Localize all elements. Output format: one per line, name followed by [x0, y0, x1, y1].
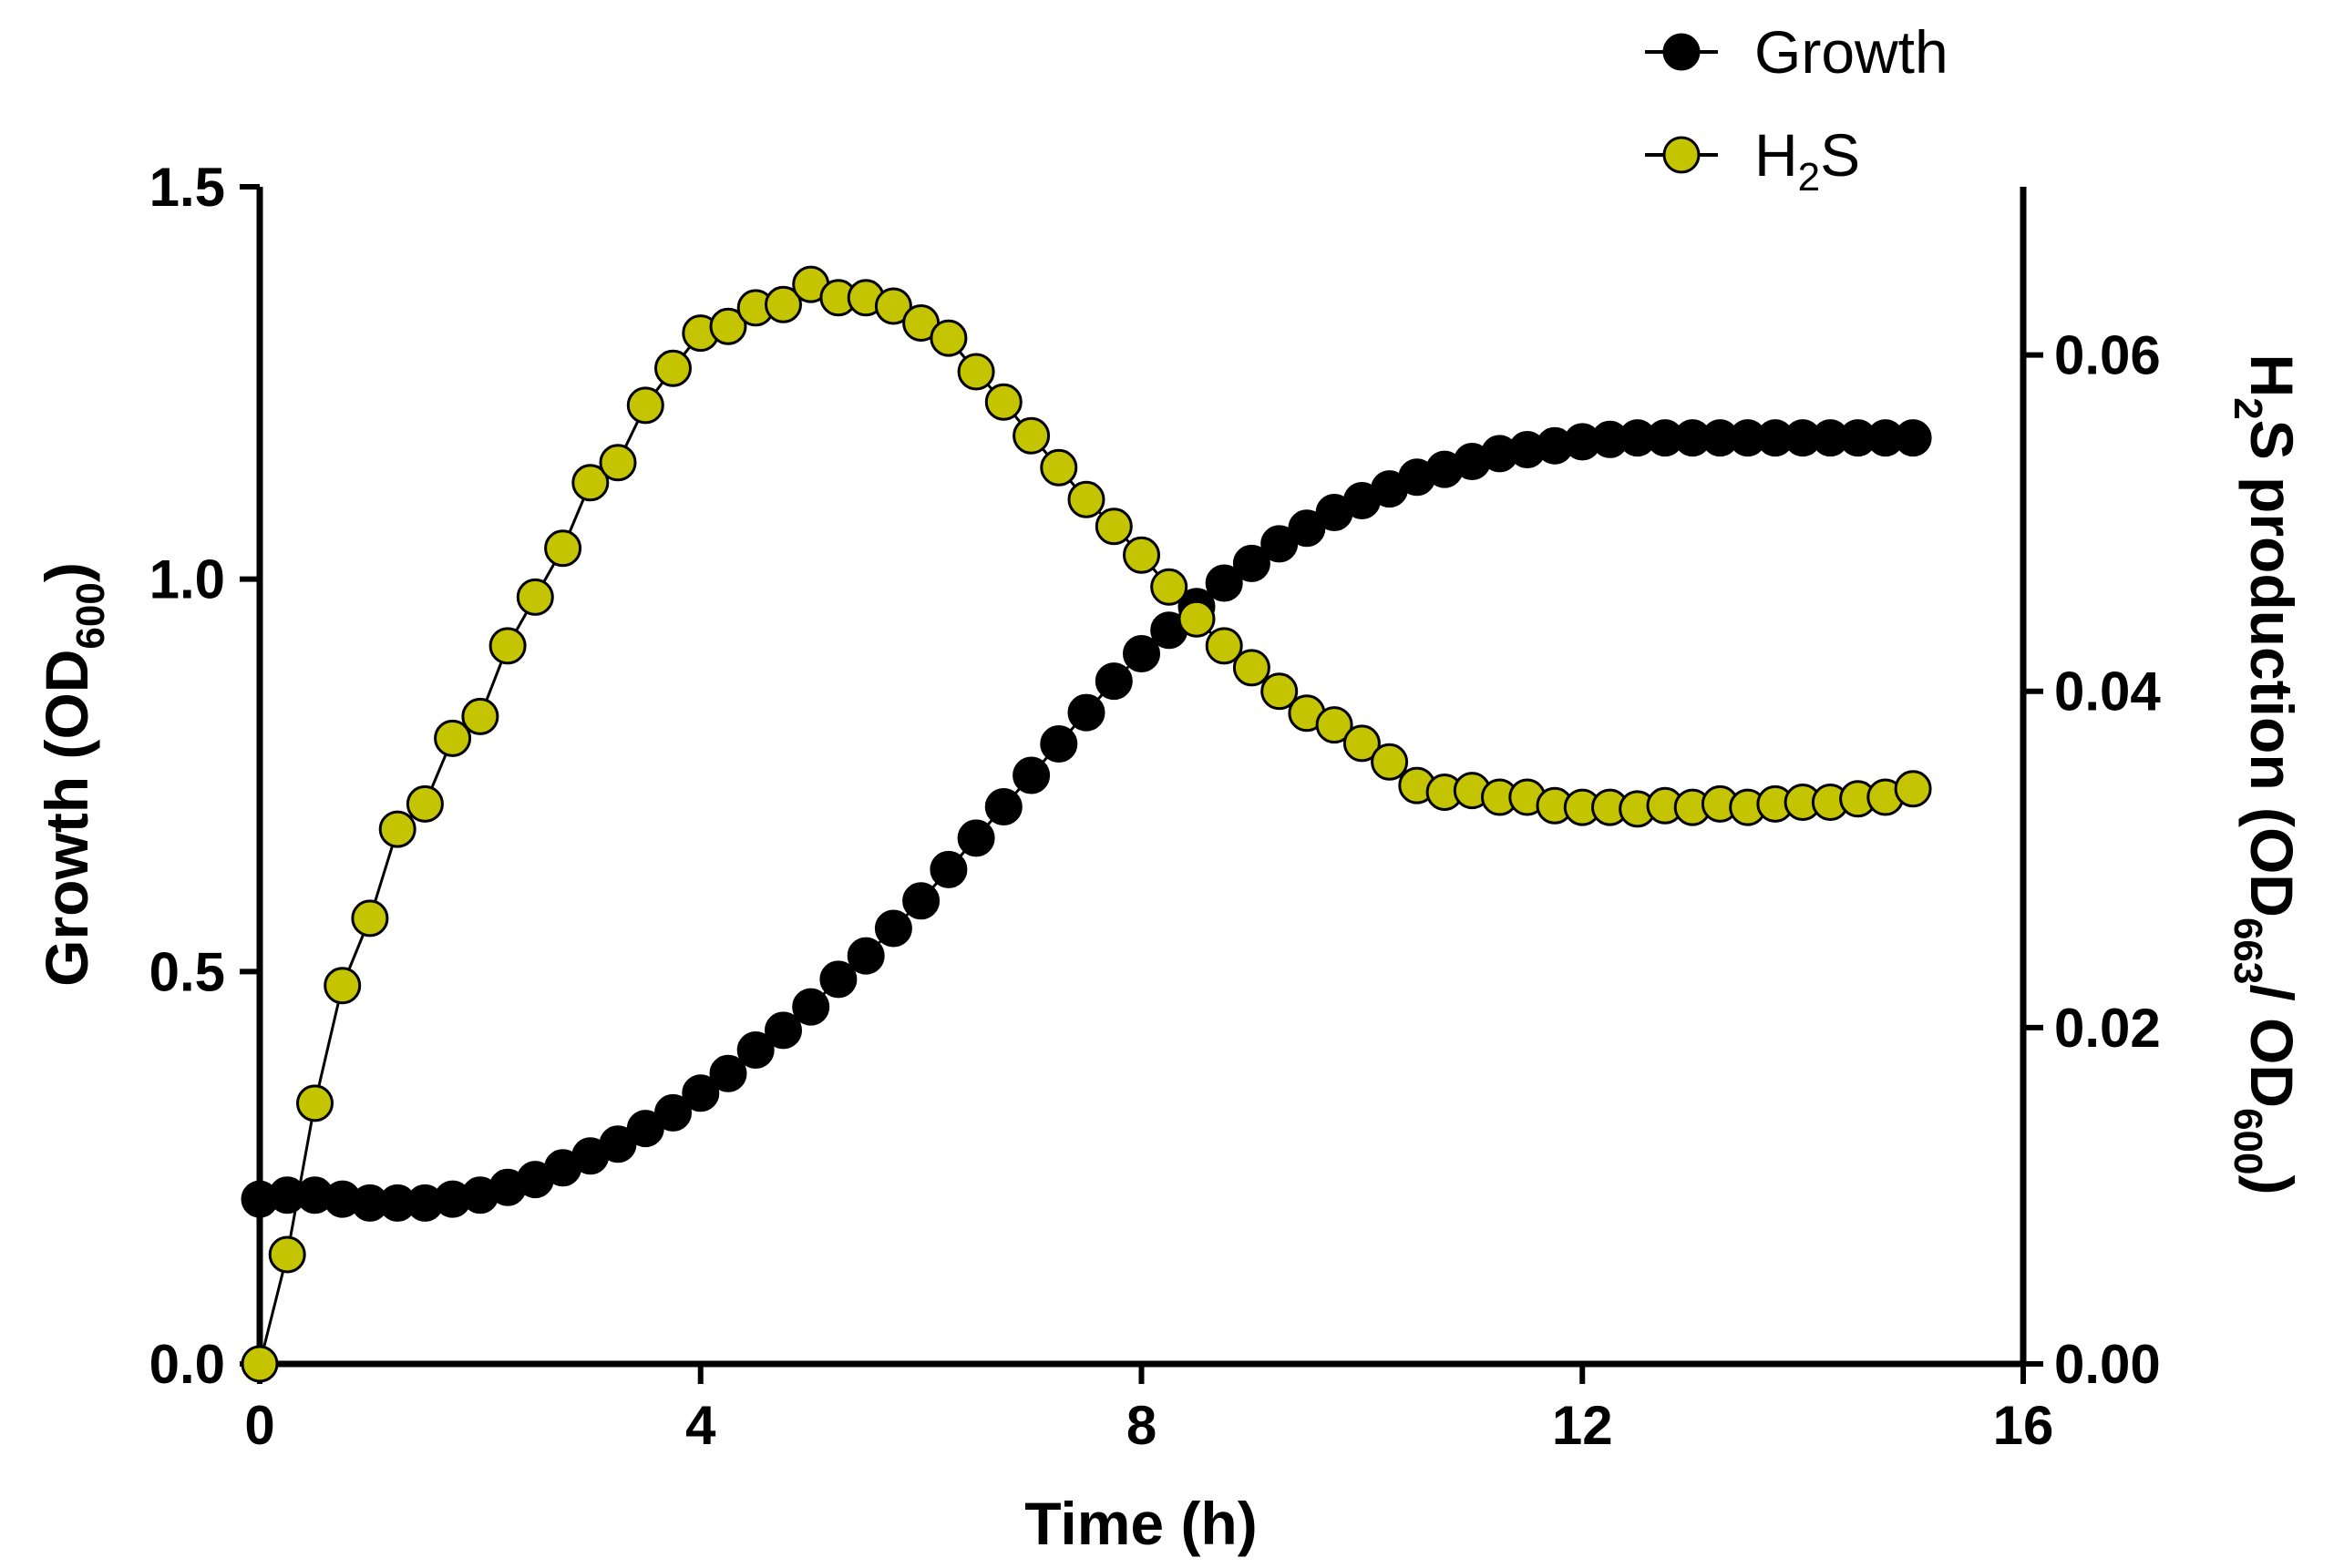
data-point-h2s — [434, 719, 472, 757]
legend-growth-marker — [1662, 33, 1701, 71]
data-point-h2s — [930, 319, 968, 357]
data-point-h2s — [1260, 672, 1299, 711]
data-point-growth — [874, 909, 912, 948]
data-point-h2s — [1123, 536, 1160, 574]
data-point-growth — [709, 1054, 747, 1092]
legend-item-h2s: H2S — [1645, 121, 1860, 200]
data-point-h2s — [1067, 480, 1105, 518]
data-point-h2s — [461, 697, 499, 735]
legend-growth-label: Growth — [1754, 18, 1948, 86]
data-point-h2s — [241, 1345, 279, 1383]
y-tick-label: 0.5 — [149, 941, 225, 1002]
series-h2s — [241, 265, 1932, 1383]
data-point-growth — [1894, 419, 1932, 457]
x-tick-label: 12 — [1552, 1395, 1613, 1456]
data-point-h2s — [488, 627, 527, 665]
data-point-growth — [1205, 564, 1243, 602]
data-point-h2s — [1371, 743, 1409, 781]
data-point-h2s — [1040, 448, 1078, 487]
data-point-h2s — [378, 810, 416, 848]
x-tick-label: 16 — [1993, 1395, 2054, 1456]
data-point-h2s — [1205, 627, 1243, 665]
data-point-h2s — [654, 349, 692, 387]
data-point-h2s — [1315, 706, 1353, 744]
data-point-growth — [930, 850, 968, 888]
data-point-h2s — [765, 285, 802, 323]
data-point-h2s — [1232, 649, 1270, 687]
y-tick-label: 0.0 — [149, 1334, 225, 1395]
y2-tick-label: 0.04 — [2054, 661, 2161, 723]
data-point-growth — [1067, 693, 1105, 732]
data-point-h2s — [874, 287, 912, 325]
data-point-growth — [1123, 635, 1160, 672]
y2-tick-label: 0.02 — [2054, 998, 2161, 1059]
data-point-h2s — [599, 444, 637, 482]
data-point-growth — [626, 1110, 664, 1148]
y2-ticks: 0.00 0.02 0.04 0.06 — [2023, 325, 2161, 1395]
data-point-h2s — [324, 967, 362, 1005]
data-point-growth — [682, 1074, 720, 1112]
data-point-growth — [957, 819, 995, 857]
y-tick-label: 1.5 — [149, 157, 225, 218]
data-point-h2s — [709, 307, 747, 345]
y-ticks: 0.0 0.5 1.0 1.5 — [149, 157, 260, 1395]
series-layer — [241, 265, 1932, 1383]
data-point-growth — [984, 788, 1023, 825]
x-ticks: 0 4 8 12 16 — [244, 1364, 2053, 1456]
data-point-growth — [1288, 509, 1326, 548]
y2-axis-title: H2S production (OD663/ OD600) — [2226, 354, 2306, 1195]
data-point-h2s — [957, 353, 995, 391]
x-tick-label: 0 — [244, 1395, 274, 1456]
x-tick-label: 8 — [1126, 1395, 1157, 1456]
data-point-h2s — [1150, 568, 1188, 606]
data-point-h2s — [571, 464, 610, 502]
legend-h2s-label: H2S — [1754, 121, 1860, 200]
data-point-growth — [736, 1031, 775, 1069]
data-point-growth — [847, 937, 885, 975]
data-point-h2s — [1894, 770, 1932, 808]
data-point-growth — [599, 1125, 637, 1163]
data-point-growth — [792, 988, 830, 1026]
data-point-growth — [1260, 525, 1299, 563]
data-point-growth — [1232, 544, 1270, 582]
data-point-h2s — [296, 1084, 334, 1122]
data-point-h2s — [984, 383, 1023, 421]
y2-tick-label: 0.06 — [2054, 325, 2161, 386]
data-point-growth — [1013, 756, 1051, 794]
data-point-h2s — [406, 784, 444, 823]
data-point-growth — [1040, 725, 1078, 763]
data-point-h2s — [544, 529, 582, 568]
data-point-h2s — [1177, 600, 1216, 638]
x-tick-label: 4 — [685, 1395, 716, 1456]
data-point-h2s — [1095, 507, 1133, 546]
data-point-h2s — [626, 386, 664, 425]
x-axis-title: Time (h) — [1024, 1490, 1257, 1557]
data-point-h2s — [351, 899, 389, 938]
legend-h2s-marker — [1662, 136, 1701, 174]
data-point-h2s — [1342, 724, 1381, 763]
data-point-growth — [819, 960, 858, 999]
data-point-h2s — [516, 578, 554, 616]
y-axis-title: Growth (OD600) — [33, 562, 113, 987]
data-point-growth — [765, 1011, 802, 1050]
legend-item-growth: Growth — [1645, 18, 1948, 86]
series-growth — [241, 419, 1932, 1222]
legend: Growth H2S — [1645, 18, 1948, 200]
data-point-h2s — [1013, 416, 1051, 455]
data-point-growth — [902, 882, 941, 920]
y-tick-label: 1.0 — [149, 549, 225, 610]
y2-tick-label: 0.00 — [2054, 1334, 2161, 1395]
data-point-growth — [654, 1093, 692, 1132]
data-point-growth — [1095, 662, 1133, 701]
data-point-h2s — [268, 1235, 306, 1274]
